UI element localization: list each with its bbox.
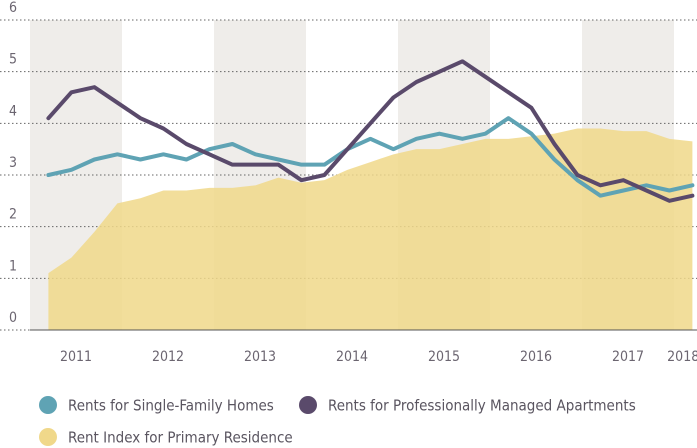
y-tick-label: 5 xyxy=(9,52,17,68)
y-tick-label: 2 xyxy=(9,207,17,223)
y-tick-label: 3 xyxy=(9,155,17,171)
x-tick-label: 2012 xyxy=(152,349,184,365)
y-tick-label: 4 xyxy=(9,103,17,119)
x-tick-label: 2017 xyxy=(612,349,644,365)
legend-marker xyxy=(39,396,57,414)
x-tick-label: 2013 xyxy=(244,349,276,365)
y-tick-label: 0 xyxy=(9,310,17,326)
area xyxy=(48,128,693,330)
y-tick-label: 6 xyxy=(9,0,17,16)
x-tick-label: 2014 xyxy=(336,349,368,365)
legend-label: Rents for Single-Family Homes xyxy=(68,397,274,415)
legend-label: Rents for Professionally Managed Apartme… xyxy=(328,397,636,415)
x-tick-label: 2011 xyxy=(60,349,92,365)
line xyxy=(46,116,695,198)
legend-marker xyxy=(299,396,317,414)
line xyxy=(46,59,695,203)
legend-label: Rent Index for Primary Residence xyxy=(68,429,293,447)
x-tick-label: 2018 xyxy=(667,349,697,365)
legend-marker xyxy=(39,428,57,446)
x-tick-label: 2015 xyxy=(428,349,460,365)
y-tick-label: 1 xyxy=(9,258,17,274)
x-tick-label: 2016 xyxy=(520,349,552,365)
